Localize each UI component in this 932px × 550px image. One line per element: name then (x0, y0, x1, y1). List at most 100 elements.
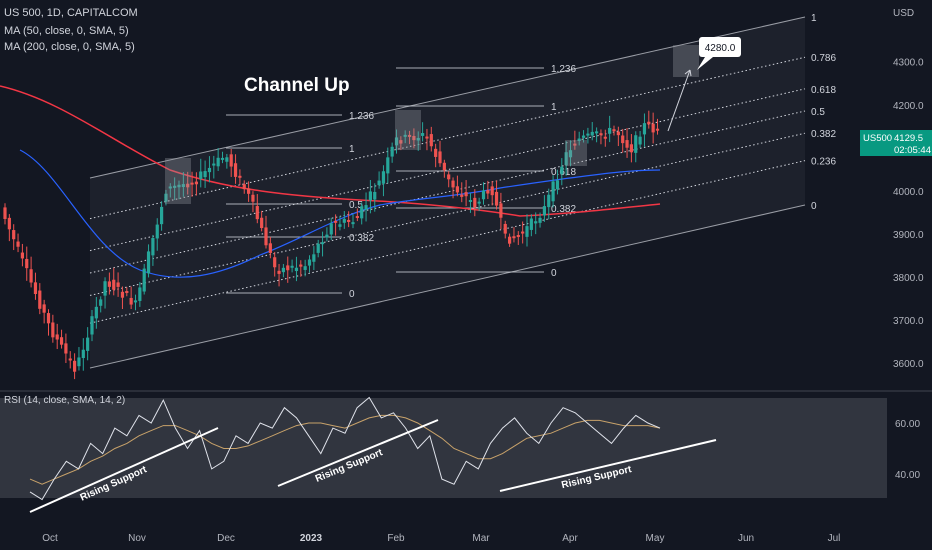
candle-body (77, 357, 81, 367)
candle-body (608, 127, 612, 134)
candle-body (38, 290, 42, 309)
candle-body (438, 151, 442, 164)
target-callout: 4280.0 (667, 37, 741, 132)
candle-body (99, 299, 103, 306)
candle-body (64, 343, 68, 354)
rising-support-line (499, 439, 717, 492)
candle-body (634, 135, 638, 153)
candle-body (364, 205, 368, 210)
candle-body (42, 304, 46, 313)
candle-body (451, 180, 455, 188)
candle-body (307, 259, 312, 266)
channel-fill (90, 17, 805, 368)
candle-body (499, 203, 503, 218)
fib-level-label: 0.382 (349, 233, 374, 244)
candle-body (429, 134, 433, 147)
candle-body (612, 129, 616, 132)
candle-body (155, 224, 159, 239)
candle-body (616, 131, 620, 136)
candle-body (416, 137, 420, 141)
candle-body (125, 291, 129, 294)
candle-body (564, 152, 568, 166)
candle-body (412, 135, 416, 141)
candle-body (368, 191, 372, 201)
candle-body (186, 183, 190, 188)
candle-body (277, 270, 281, 274)
candle-body (133, 300, 138, 303)
candle-body (525, 226, 529, 237)
candle-body (247, 188, 251, 194)
candle-body (173, 185, 177, 188)
candle-body (303, 266, 307, 270)
price-badge-bg (860, 130, 932, 156)
time-axis[interactable]: Oct Nov Dec 2023 Feb Mar Apr May Jun Jul (42, 533, 840, 544)
candle-body (338, 224, 342, 227)
rsi-line (29, 396, 661, 501)
candle-body (577, 138, 581, 141)
time-tick-label: Feb (387, 533, 405, 544)
rising-support-line (277, 419, 439, 487)
candle-body (168, 186, 172, 189)
candle-body (529, 218, 533, 230)
candle-body (55, 334, 59, 340)
fib-level-label: 1 (349, 144, 355, 155)
channel-level-label: 0.236 (811, 157, 836, 168)
fib-level-label: 0.382 (551, 204, 576, 215)
candle-body (286, 265, 290, 271)
candle-body (59, 337, 64, 345)
symbol-title[interactable]: US 500, 1D, CAPITALCOM (4, 7, 138, 19)
price-tick-label: 3800.0 (893, 273, 924, 284)
candle-body (581, 135, 586, 138)
candle-body (508, 236, 512, 244)
candle-body (16, 241, 20, 247)
time-tick-label: 2023 (300, 533, 323, 544)
candle-body (394, 137, 399, 146)
candle-body (447, 174, 451, 180)
candle-body (516, 235, 520, 238)
time-tick-label: Dec (217, 533, 235, 544)
candle-body (129, 297, 133, 305)
rising-support-line (29, 427, 219, 513)
price-tick-label: 3900.0 (893, 230, 924, 241)
candle-body (281, 267, 285, 273)
candle-body (86, 337, 90, 351)
candle-body (151, 238, 155, 256)
candle-body (203, 171, 207, 178)
candle-body (542, 206, 546, 216)
candle-body (51, 322, 55, 338)
candle-body (316, 243, 320, 253)
candle-body (46, 313, 51, 324)
candle-body (521, 231, 525, 234)
price-badge[interactable]: US500 4129.5 02:05:44 (860, 130, 932, 156)
fib-level-label: 1 (551, 102, 557, 113)
ma200-legend[interactable]: MA (200, close, 0, SMA, 5) (4, 41, 135, 53)
target-label: 4280.0 (705, 43, 736, 54)
candle-body (573, 143, 577, 146)
target-arrow (667, 69, 691, 132)
rsi-tick-label: 40.00 (895, 470, 920, 481)
candle-body (334, 220, 338, 223)
candle-body (638, 136, 642, 145)
fib-level-label: 0.618 (551, 167, 576, 178)
candle-body (238, 175, 242, 178)
candle-body (268, 243, 272, 253)
channel-level-line (89, 204, 806, 369)
candle-body (220, 157, 225, 160)
candle-body (68, 358, 72, 361)
candle-body (551, 181, 555, 202)
candle-body (260, 217, 264, 229)
candle-body (560, 166, 564, 175)
candle-body (94, 306, 98, 319)
rsi-legend[interactable]: RSI (14, close, SMA, 14, 2) (4, 395, 126, 406)
candle-body (481, 190, 486, 200)
candle-body (225, 157, 229, 162)
ma50-legend[interactable]: MA (50, close, 0, SMA, 5) (4, 25, 129, 37)
candle-body (294, 267, 299, 272)
candle-body (351, 222, 355, 225)
candle-body (586, 133, 590, 136)
highlight-boxes (165, 45, 699, 204)
candle-body (29, 269, 33, 283)
candle-body (194, 181, 198, 185)
